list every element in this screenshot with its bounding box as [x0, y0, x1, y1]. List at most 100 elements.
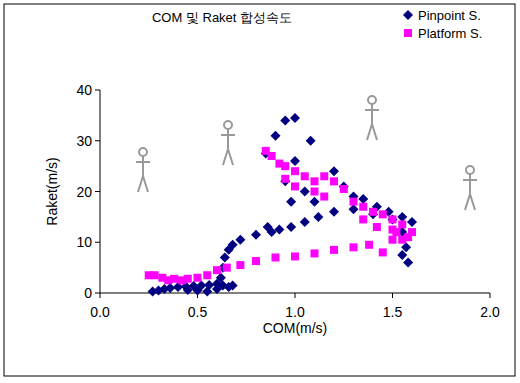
- point: [202, 286, 212, 296]
- point: [165, 283, 175, 293]
- legend-marker: [403, 10, 413, 20]
- legend: Pinpoint S. Platform S.: [403, 8, 482, 41]
- point: [223, 264, 231, 272]
- point: [369, 208, 377, 216]
- point: [271, 131, 281, 141]
- point: [252, 257, 260, 265]
- y-tick-label: 40: [76, 82, 92, 98]
- point: [286, 222, 296, 232]
- x-tick-label: 1.0: [285, 304, 305, 320]
- point: [365, 241, 373, 249]
- y-tick: [95, 90, 100, 91]
- point: [320, 172, 328, 180]
- figure-head: [466, 166, 474, 174]
- point: [280, 115, 290, 125]
- point: [290, 156, 300, 166]
- point: [398, 220, 406, 228]
- point: [301, 172, 309, 180]
- point: [274, 225, 284, 235]
- point: [311, 177, 319, 185]
- y-tick-label: 30: [76, 133, 92, 149]
- point: [228, 240, 238, 250]
- point: [350, 198, 358, 206]
- figure-head: [139, 148, 147, 156]
- point: [194, 274, 202, 282]
- point: [358, 194, 368, 204]
- figure-body: [463, 174, 477, 210]
- y-tick-label: 0: [84, 285, 92, 301]
- point: [281, 162, 289, 170]
- point: [359, 203, 367, 211]
- series-0: [148, 113, 417, 297]
- point: [379, 248, 387, 256]
- x-tick: [295, 293, 296, 298]
- point: [329, 207, 339, 217]
- point: [151, 271, 159, 279]
- point: [212, 284, 222, 294]
- point: [350, 243, 358, 251]
- figure-body: [221, 129, 235, 165]
- y-tick-label: 10: [76, 234, 92, 250]
- point: [281, 175, 289, 183]
- point: [310, 197, 320, 207]
- point: [320, 193, 328, 201]
- point: [311, 249, 319, 257]
- point: [388, 214, 398, 224]
- x-tick-label: 2.0: [480, 304, 500, 320]
- point: [330, 177, 338, 185]
- point: [379, 210, 387, 218]
- point: [306, 136, 316, 146]
- y-axis-label: Raket(m/s): [44, 157, 60, 225]
- point: [408, 228, 416, 236]
- series-1: [145, 147, 416, 284]
- point: [268, 152, 276, 160]
- legend-marker: [404, 29, 412, 37]
- x-tick-label: 0.0: [90, 304, 110, 320]
- point: [330, 246, 338, 254]
- point: [213, 266, 221, 274]
- legend-label: Platform S.: [418, 26, 482, 41]
- title: COM 및 Raket 합성속도: [152, 10, 292, 25]
- point: [359, 215, 367, 223]
- point: [228, 280, 238, 290]
- point: [389, 215, 397, 223]
- figure-head: [224, 121, 232, 129]
- figure: [365, 96, 379, 140]
- plot-area: [145, 113, 417, 297]
- point: [373, 223, 381, 231]
- point: [389, 236, 397, 244]
- point: [291, 167, 299, 175]
- point: [313, 212, 323, 222]
- point: [251, 230, 261, 240]
- point: [216, 273, 226, 283]
- point: [235, 235, 245, 245]
- point: [291, 252, 299, 260]
- point: [349, 204, 359, 214]
- y-tick: [95, 293, 100, 294]
- point: [397, 250, 407, 260]
- x-tick: [392, 293, 393, 298]
- legend-label: Pinpoint S.: [418, 8, 481, 23]
- point: [236, 261, 244, 269]
- point: [300, 187, 310, 197]
- y-tick-label: 20: [76, 184, 92, 200]
- point: [184, 275, 192, 283]
- x-tick-label: 0.5: [188, 304, 208, 320]
- point: [340, 185, 348, 193]
- x-tick: [490, 293, 491, 298]
- figure: [136, 148, 150, 192]
- point: [286, 197, 296, 207]
- figure-body: [136, 156, 150, 192]
- point: [193, 285, 203, 295]
- y-tick: [95, 191, 100, 192]
- point: [407, 217, 417, 227]
- point: [397, 212, 407, 222]
- y-tick: [95, 140, 100, 141]
- chart-border: [4, 4, 515, 376]
- point: [267, 227, 277, 237]
- figure: [463, 166, 477, 210]
- point: [170, 275, 178, 283]
- figure-body: [365, 104, 379, 140]
- point: [183, 285, 193, 295]
- x-tick-label: 1.5: [383, 304, 403, 320]
